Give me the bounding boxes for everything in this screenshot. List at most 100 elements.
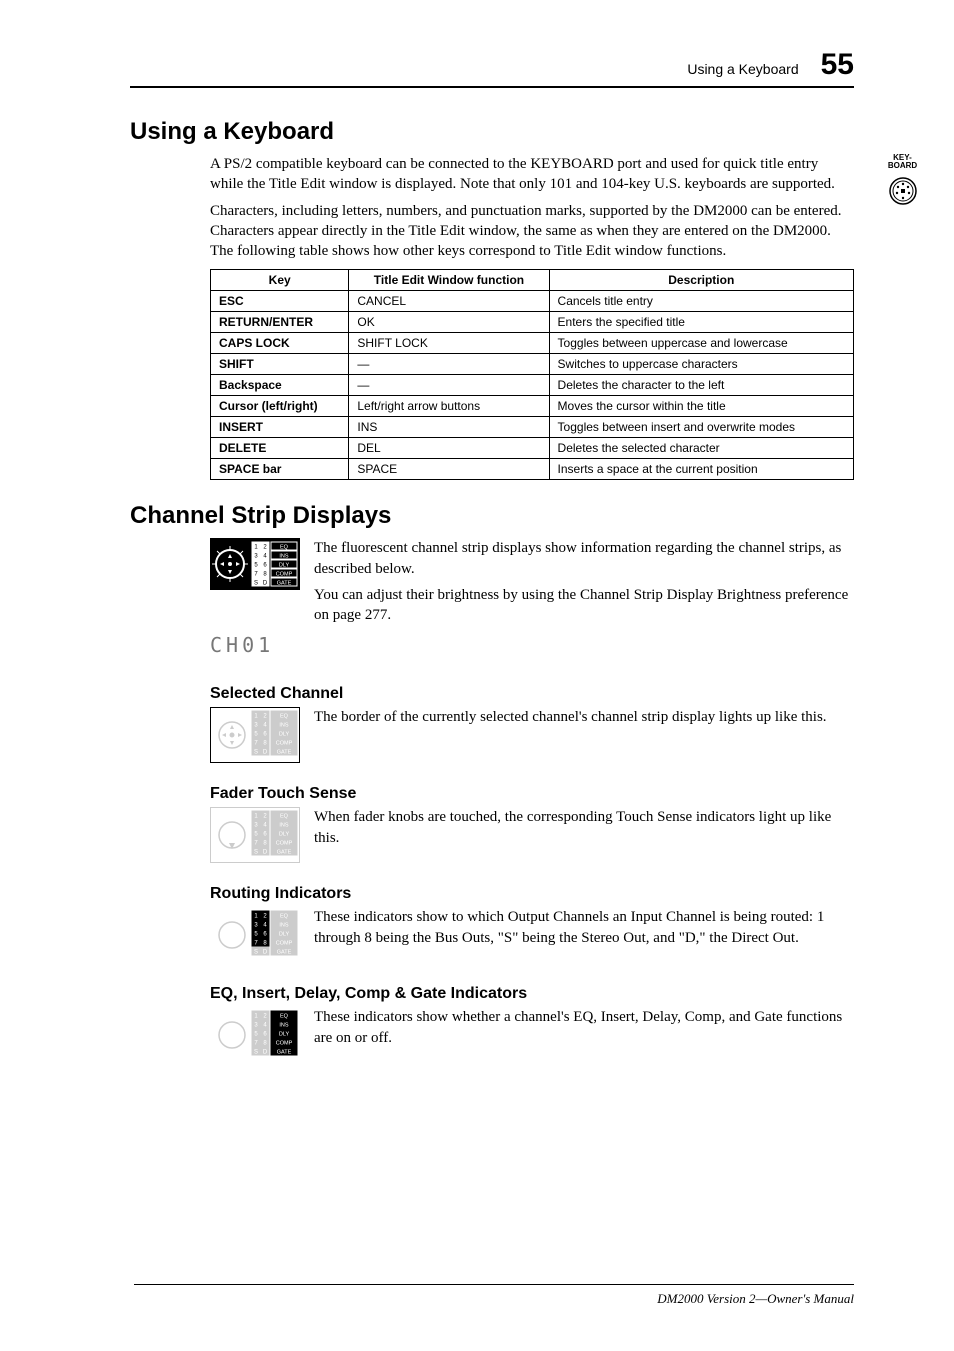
cell-desc: Switches to uppercase characters [549, 354, 853, 375]
svg-text:S: S [254, 750, 258, 756]
footer-text: DM2000 Version 2—Owner's Manual [657, 1291, 854, 1306]
svg-text:EQ: EQ [280, 545, 289, 551]
svg-text:COMP: COMP [276, 572, 293, 578]
svg-text:GATE: GATE [277, 750, 292, 756]
th-desc: Description [549, 270, 853, 291]
fader-touch-icon: 12EQ34INS56DLY78COMPSDGATE [210, 807, 300, 863]
cell-func: — [349, 354, 549, 375]
svg-text:D: D [263, 581, 268, 587]
cell-func: — [349, 375, 549, 396]
th-func: Title Edit Window function [349, 270, 549, 291]
svg-text:INS: INS [279, 923, 289, 929]
svg-text:COMP: COMP [276, 841, 293, 847]
table-row: DELETEDELDeletes the selected character [211, 438, 854, 459]
cell-desc: Toggles between uppercase and lowercase [549, 333, 853, 354]
group-fader-touch: 12EQ34INS56DLY78COMPSDGATE When fader kn… [210, 807, 854, 863]
cell-func: CANCEL [349, 291, 549, 312]
svg-text:D: D [263, 950, 268, 956]
th-key: Key [211, 270, 349, 291]
svg-text:COMP: COMP [276, 1041, 293, 1047]
p-selected-channel: The border of the currently selected cha… [314, 707, 827, 727]
table-row: CAPS LOCKSHIFT LOCKToggles between upper… [211, 333, 854, 354]
svg-text:DLY: DLY [279, 1032, 290, 1038]
cell-desc: Enters the specified title [549, 312, 853, 333]
channel-strip-ch-label: CH01 [210, 634, 300, 663]
cell-key: INSERT [211, 417, 349, 438]
section-keyboard: KEY- BOARD A PS/2 compatible keyboard ca… [210, 154, 854, 480]
footer: DM2000 Version 2—Owner's Manual [134, 1284, 854, 1307]
svg-text:INS: INS [279, 1023, 289, 1029]
p-keyboard-2: Characters, including letters, numbers, … [210, 201, 854, 262]
routing-indicators-icon: 12EQ34INS56DLY78COMPSDGATE [210, 907, 300, 963]
svg-text:INS: INS [279, 823, 289, 829]
svg-text:S: S [254, 850, 258, 856]
keyboard-label-2: BOARD [875, 162, 930, 170]
selected-channel-icon: 12EQ34INS56DLY78COMPSDGATE [210, 707, 300, 763]
cell-key: DELETE [211, 438, 349, 459]
svg-text:COMP: COMP [276, 941, 293, 947]
svg-text:COMP: COMP [276, 741, 293, 747]
h3-routing: Routing Indicators [210, 885, 854, 903]
group-eq-indicators: 12EQ34INS56DLY78COMPSDGATE These indicat… [210, 1007, 854, 1063]
cell-desc: Deletes the character to the left [549, 375, 853, 396]
svg-text:DLY: DLY [279, 932, 290, 938]
svg-text:GATE: GATE [277, 950, 292, 956]
svg-text:INS: INS [279, 723, 289, 729]
h3-fader-touch: Fader Touch Sense [210, 785, 854, 803]
cell-key: Backspace [211, 375, 349, 396]
cell-key: SPACE bar [211, 459, 349, 480]
svg-text:DLY: DLY [279, 832, 290, 838]
svg-text:S: S [254, 581, 258, 587]
table-row: Backspace—Deletes the character to the l… [211, 375, 854, 396]
svg-text:EQ: EQ [280, 814, 289, 820]
svg-text:EQ: EQ [280, 914, 289, 920]
p-fader-touch: When fader knobs are touched, the corres… [314, 807, 854, 848]
cell-key: ESC [211, 291, 349, 312]
header-section: Using a Keyboard [687, 61, 798, 77]
cell-func: SHIFT LOCK [349, 333, 549, 354]
table-row: INSERTINSToggles between insert and over… [211, 417, 854, 438]
svg-text:D: D [263, 850, 268, 856]
cell-key: RETURN/ENTER [211, 312, 349, 333]
channel-strip-display-icon: 12EQ34INS56DLY78COMPSDGATE [210, 538, 300, 628]
svg-text:D: D [263, 1050, 268, 1056]
table-row: RETURN/ENTEROKEnters the specified title [211, 312, 854, 333]
keyboard-port-icon: KEY- BOARD [875, 154, 930, 211]
cell-func: Left/right arrow buttons [349, 396, 549, 417]
cell-desc: Moves the cursor within the title [549, 396, 853, 417]
p-routing: These indicators show to which Output Ch… [314, 907, 854, 948]
p-channel-strip-2: You can adjust their brightness by using… [314, 585, 854, 626]
key-function-table: Key Title Edit Window function Descripti… [210, 269, 854, 480]
page-header: Using a Keyboard 55 [130, 48, 854, 88]
group-channel-strip-intro: 12EQ34INS56DLY78COMPSDGATE CH01 The fluo… [210, 538, 854, 663]
cell-desc: Deletes the selected character [549, 438, 853, 459]
table-row: SHIFT—Switches to uppercase characters [211, 354, 854, 375]
cell-desc: Cancels title entry [549, 291, 853, 312]
table-row: SPACE barSPACEInserts a space at the cur… [211, 459, 854, 480]
ch-label-text: CH01 [210, 634, 274, 657]
eq-indicators-icon: 12EQ34INS56DLY78COMPSDGATE [210, 1007, 300, 1063]
svg-text:S: S [254, 950, 258, 956]
svg-text:GATE: GATE [277, 1050, 292, 1056]
h2-channel-strip: Channel Strip Displays [130, 502, 854, 530]
svg-text:S: S [254, 1050, 258, 1056]
svg-text:DLY: DLY [279, 732, 290, 738]
h3-selected-channel: Selected Channel [210, 685, 854, 703]
page-number: 55 [821, 48, 854, 82]
cell-desc: Inserts a space at the current position [549, 459, 853, 480]
svg-text:GATE: GATE [277, 850, 292, 856]
cell-func: DEL [349, 438, 549, 459]
group-selected-channel: 12EQ34INS56DLY78COMPSDGATE The border of… [210, 707, 854, 763]
p-keyboard-1: A PS/2 compatible keyboard can be connec… [210, 154, 854, 195]
table-row: Cursor (left/right)Left/right arrow butt… [211, 396, 854, 417]
svg-text:INS: INS [279, 554, 289, 560]
cell-func: INS [349, 417, 549, 438]
cell-key: Cursor (left/right) [211, 396, 349, 417]
table-row: ESCCANCELCancels title entry [211, 291, 854, 312]
cell-key: SHIFT [211, 354, 349, 375]
svg-text:GATE: GATE [277, 581, 292, 587]
cell-desc: Toggles between insert and overwrite mod… [549, 417, 853, 438]
p-eq-indicators: These indicators show whether a channel'… [314, 1007, 854, 1048]
cell-func: SPACE [349, 459, 549, 480]
cell-key: CAPS LOCK [211, 333, 349, 354]
